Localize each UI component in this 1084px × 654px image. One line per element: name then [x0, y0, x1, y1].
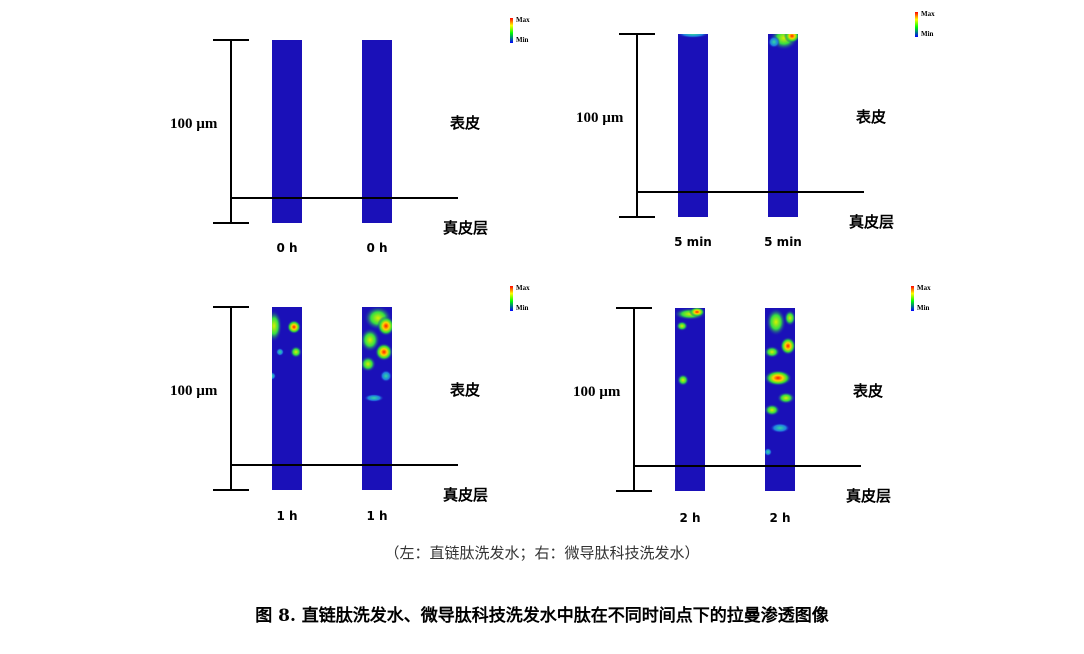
time-label-left: 5 min — [674, 235, 712, 249]
dermis-label: 真皮层 — [846, 487, 892, 505]
legend-min-label: Min — [921, 30, 934, 38]
time-label-right: 5 min — [764, 235, 802, 249]
legend-max-label: Max — [516, 284, 530, 292]
dermis-label: 真皮层 — [849, 213, 895, 231]
dermis-label: 真皮层 — [443, 219, 489, 237]
color-legend-bar — [915, 12, 918, 37]
figure-title: 图 8. 直链肽洗发水、微导肽科技洗发水中肽在不同时间点下的拉曼渗透图像 — [255, 606, 829, 626]
time-label-left: 2 h — [679, 511, 701, 525]
panel-1h-graphics — [213, 286, 513, 491]
scale-label: 100 µm — [170, 383, 218, 399]
color-legend-bar — [510, 18, 513, 43]
legend-min-label: Min — [917, 304, 930, 312]
epidermis-label: 表皮 — [856, 108, 887, 126]
legend-max-label: Max — [921, 10, 935, 18]
time-label-left: 0 h — [276, 241, 298, 255]
raman-strip-right — [768, 34, 798, 217]
panel-5min-graphics — [619, 12, 918, 218]
caption-note: （左：直链肽洗发水；右：微导肽科技洗发水） — [384, 544, 700, 562]
panel-2h-graphics — [616, 286, 914, 492]
raman-strip-left — [675, 308, 705, 491]
time-label-left: 1 h — [276, 509, 298, 523]
epidermis-label: 表皮 — [450, 114, 481, 132]
color-legend-bar — [911, 286, 914, 311]
raman-strip-right — [362, 40, 392, 223]
legend-max-label: Max — [516, 16, 530, 24]
dermis-label: 真皮层 — [443, 486, 489, 504]
time-label-right: 0 h — [366, 241, 388, 255]
scale-label: 100 µm — [573, 384, 621, 400]
legend-min-label: Min — [516, 304, 529, 312]
time-label-right: 1 h — [366, 509, 388, 523]
scale-label: 100 µm — [170, 116, 218, 132]
raman-strip-left — [272, 40, 302, 223]
epidermis-label: 表皮 — [853, 382, 884, 400]
raman-strip-left — [678, 34, 708, 217]
time-label-right: 2 h — [769, 511, 791, 525]
legend-min-label: Min — [516, 36, 529, 44]
panel-0h-graphics — [213, 18, 513, 224]
scale-label: 100 µm — [576, 110, 624, 126]
color-legend-bar — [510, 286, 513, 311]
epidermis-label: 表皮 — [450, 381, 481, 399]
legend-max-label: Max — [917, 284, 931, 292]
